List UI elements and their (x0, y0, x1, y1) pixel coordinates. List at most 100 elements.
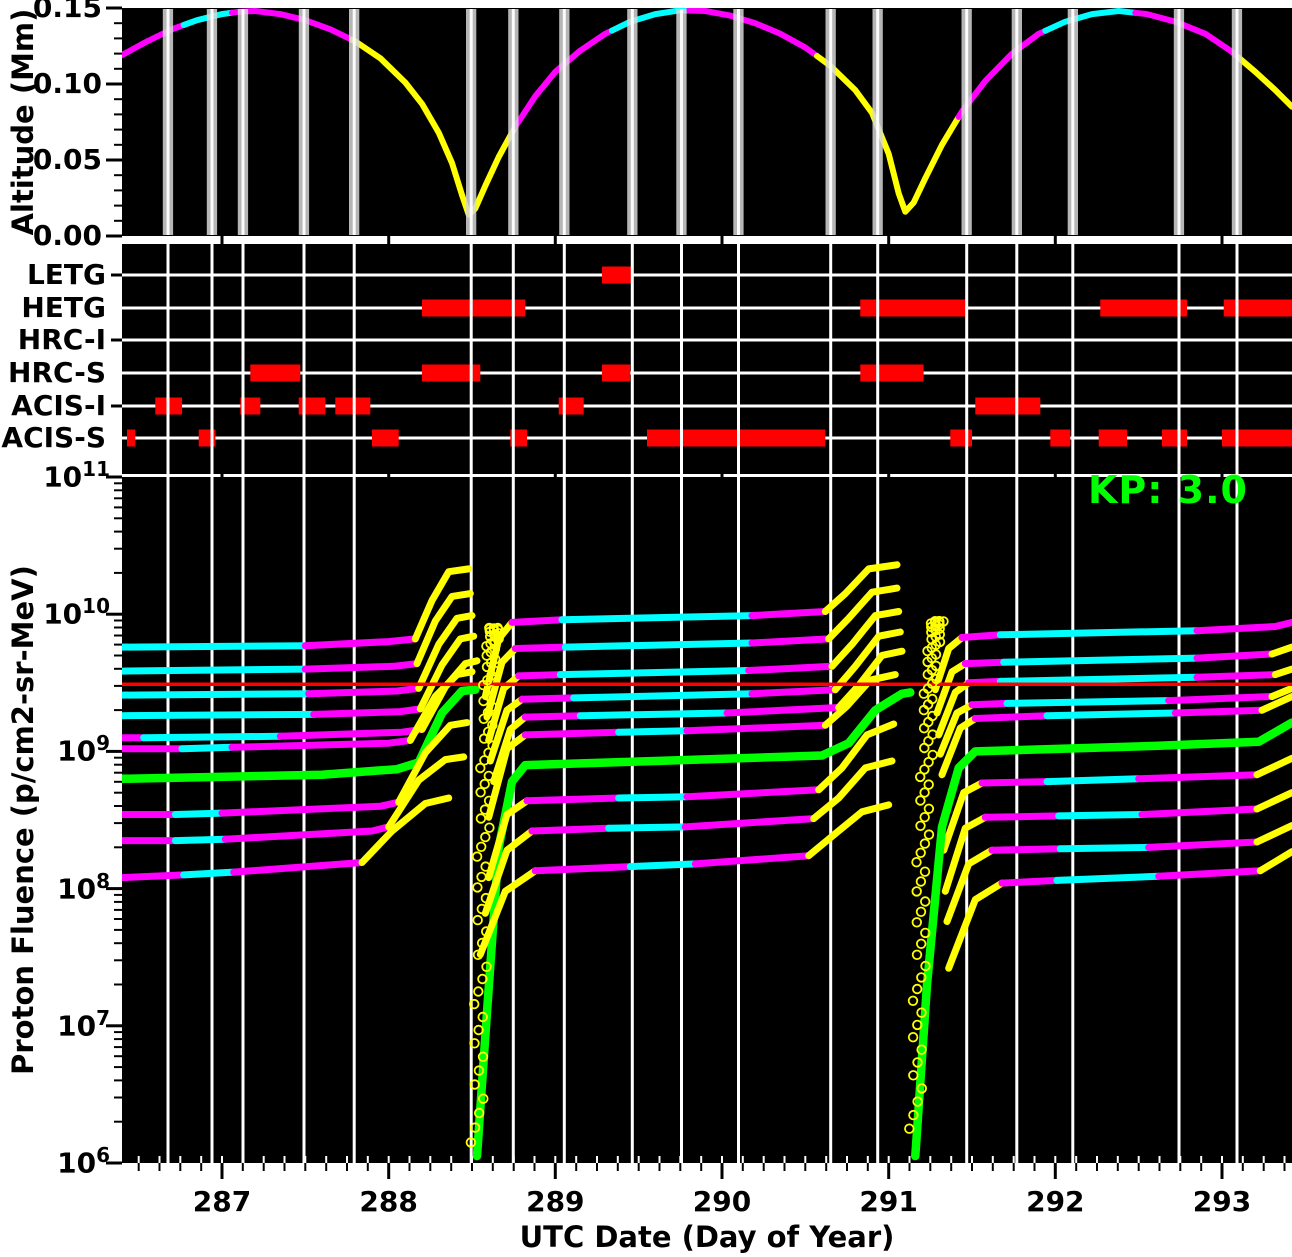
spike-dot (907, 1031, 919, 1043)
fluence-trace-ch6 (1135, 771, 1261, 783)
spike-dot (473, 986, 484, 997)
fluence-trace-ch3 (515, 671, 564, 680)
comm-pass-bar-core (352, 9, 356, 235)
instrument-observation-block (647, 429, 826, 447)
instrument-observation-block (602, 364, 631, 382)
fluence-trace-ch9 (171, 835, 229, 845)
instrument-row-label-hetg: HETG (21, 291, 106, 324)
spike-dot (469, 998, 480, 1010)
spike-dot (476, 937, 488, 949)
spike-dot (487, 740, 498, 751)
fluence-trace-ch3 (305, 684, 423, 698)
fluence-trace-ch4 (1003, 697, 1173, 707)
fluence-trace-ch4 (936, 701, 976, 758)
fluence-trace-ch2 (413, 590, 474, 668)
fluence-trace-ch2 (122, 665, 309, 675)
instrument-observation-block (422, 364, 481, 382)
spike-dot (478, 1093, 489, 1104)
spike-dot (469, 1038, 480, 1049)
fluence-trace-ch4 (122, 710, 318, 720)
fluence-trace-ch6 (1253, 754, 1292, 779)
fluence-trace-ch2 (1193, 650, 1276, 662)
comm-pass-bar-core (511, 9, 515, 235)
spike-dot (927, 749, 938, 761)
spike-dot (475, 813, 487, 824)
fluence-trace-ch2 (301, 660, 421, 673)
fluence-trace-ch7-green (911, 718, 1292, 1161)
kp-index-value: KP: 3.0 (1087, 468, 1248, 512)
instrument-gridlines (166, 244, 1239, 474)
fluence-trace-ch5 (723, 704, 843, 717)
spike-dot (912, 983, 923, 995)
spike-dot (473, 1024, 484, 1036)
instrument-blocks (127, 266, 1292, 447)
spike-dot (490, 665, 501, 677)
fluence-trace-ch6 (821, 671, 899, 729)
spike-dot (465, 1137, 477, 1148)
spike-dot (920, 896, 931, 907)
spike-dot (911, 857, 922, 868)
instrument-observation-block (422, 299, 526, 317)
fluence-trace-ch8 (615, 793, 691, 802)
fluence-trace-ch5 (521, 712, 584, 721)
instrument-observation-block (372, 429, 399, 447)
x-tick-label: 292 (1026, 1185, 1085, 1218)
fluence-trace-ch3 (485, 672, 523, 744)
fluence-trace-ch4 (1268, 684, 1292, 700)
fluence-trace-ch9 (481, 827, 536, 917)
spike-dot (915, 847, 926, 859)
fluence-trace-ch1 (508, 616, 566, 626)
spike-dot (469, 1122, 481, 1133)
altitude-tick-label: 0.15 (32, 0, 102, 24)
orbit-curve-segment (814, 53, 962, 215)
fluence-panel (122, 477, 1292, 1163)
spike-dot (480, 861, 491, 872)
instrument-row-label-hrc-s: HRC-S (8, 356, 106, 389)
fluence-trace-ch8 (485, 797, 531, 882)
fluence-trace-ch5 (576, 709, 731, 720)
spike-dot (908, 1109, 919, 1121)
fluence-trace-ch10 (805, 801, 893, 860)
fluence-trace-ch4 (518, 694, 578, 703)
fluence-trace-ch3 (415, 612, 476, 692)
instrument-observation-block (1222, 429, 1292, 447)
spike-dot (483, 770, 495, 782)
spike-dot (927, 693, 938, 705)
fluence-trace-ch9 (221, 823, 393, 843)
fluence-trace-ch10 (945, 879, 1006, 972)
comm-pass-bars (162, 9, 1243, 235)
fluence-trace-ch8 (981, 812, 1063, 821)
spike-dot (483, 795, 495, 807)
fluence-trace-ch10 (476, 867, 539, 958)
spike-dot (934, 615, 945, 627)
fluence-tick-label: 1010 (43, 594, 110, 631)
fluence-trace-ch4 (748, 686, 839, 698)
fluence-trace-ch3 (556, 667, 753, 679)
fluence-trace-ch10 (626, 860, 699, 871)
fluence-trace-ch8 (395, 719, 471, 806)
spike-dot (915, 771, 926, 783)
spike-dot (473, 1065, 485, 1076)
spike-dot (915, 876, 927, 887)
spike-dot (916, 938, 927, 950)
spike-dot (904, 1123, 915, 1134)
spike-dot (929, 616, 941, 627)
comm-pass-bar-core (680, 9, 683, 235)
spike-dot (475, 762, 486, 774)
fluence-trace-ch5 (490, 713, 529, 786)
fluence-trace-ch3 (1271, 665, 1292, 679)
spike-dot (927, 729, 938, 740)
spike-dot (923, 803, 935, 815)
x-tick-label: 289 (526, 1185, 585, 1218)
spike-dot (915, 795, 926, 806)
fluence-tick-label: 109 (57, 731, 110, 768)
altitude-tick-label: 0.00 (32, 219, 102, 252)
comm-pass-bar-core (829, 9, 833, 235)
instrument-observation-block (250, 364, 301, 382)
fluence-inner-ticks (137, 1156, 1286, 1163)
fluence-tick-label: 107 (57, 1005, 110, 1043)
instrument-row-label-acis-s: ACIS-S (1, 421, 106, 454)
fluence-trace-ch4 (968, 699, 1011, 709)
fluence-trace-ch1 (748, 608, 829, 620)
